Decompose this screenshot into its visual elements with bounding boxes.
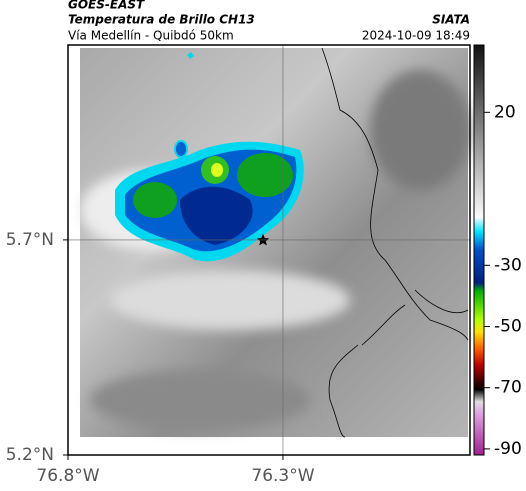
source: SIATA (432, 13, 470, 27)
timestamp: 2024-10-09 18:49 (362, 29, 470, 43)
colorbar-tick-label: -70 (494, 378, 522, 398)
colorbar-tick-label: -50 (494, 316, 522, 336)
map-frame (67, 44, 471, 456)
product: Temperatura de Brillo CH13 (68, 13, 255, 27)
map-image (80, 47, 470, 438)
colorbar-tick-label: -90 (494, 439, 522, 459)
y-tick-label: 5.7°N (6, 230, 54, 250)
x-tick-label: 76.3°W (251, 466, 314, 486)
satellite: GOES-EAST (68, 0, 145, 12)
region: Vía Medellín - Quibdó 50km (68, 29, 234, 43)
y-tick-label: 5.2°N (6, 445, 54, 465)
colorbar-tick-label: 20 (494, 102, 516, 122)
colorbar-tick-label: -30 (494, 255, 522, 275)
x-tick-label: 76.8°W (36, 466, 99, 486)
colorbar (473, 44, 485, 456)
